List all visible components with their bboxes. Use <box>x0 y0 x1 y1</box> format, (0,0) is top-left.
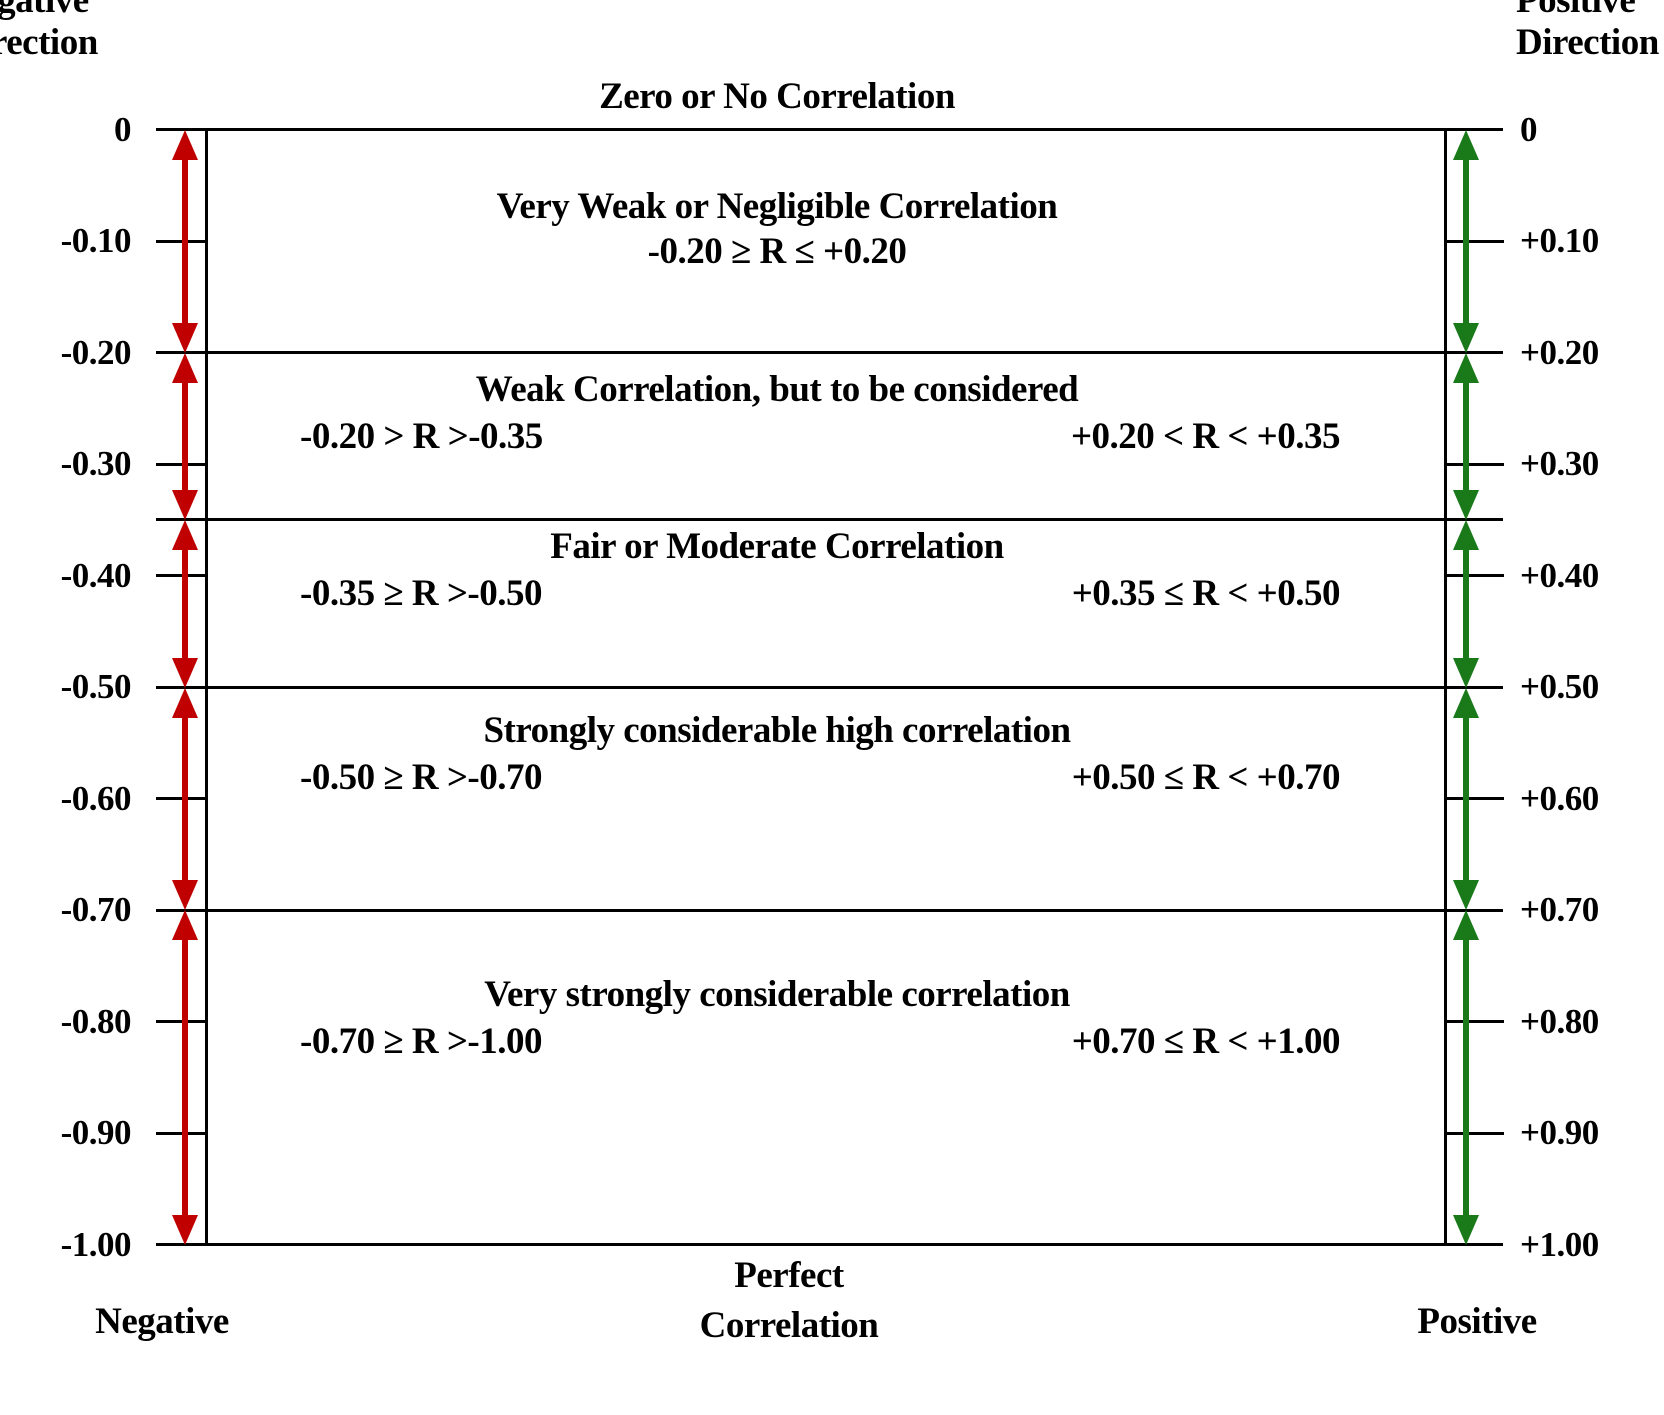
positive-arrow-segment-2 <box>1453 353 1479 520</box>
band3-range-positive: +0.35 ≤ R < +0.50 <box>1071 573 1341 614</box>
page-title: Zero or No Correlation <box>599 76 955 117</box>
arrow-shaft <box>1463 934 1469 1221</box>
arrowhead-down-icon <box>1453 658 1479 688</box>
perfect-correlation-label-line2: Correlation <box>699 1305 879 1346</box>
negative-arrow-segment-5 <box>172 910 198 1245</box>
right-tick-090 <box>1445 1132 1504 1135</box>
positive-direction-line2: Direction <box>1516 22 1659 63</box>
positive-arrow-segment-1 <box>1453 130 1479 353</box>
arrowhead-down-icon <box>1453 880 1479 910</box>
right-axis-label-060: +0.60 <box>1520 779 1599 818</box>
negative-arrow-segment-1 <box>172 130 198 353</box>
right-axis-label-020: +0.20 <box>1520 333 1599 372</box>
positive-arrow-segment-5 <box>1453 910 1479 1245</box>
band1-range: -0.20 ≥ R ≤ +0.20 <box>647 231 907 272</box>
right-axis-label-070: +0.70 <box>1520 890 1599 929</box>
boundary-line-035 <box>156 518 1503 521</box>
arrowhead-down-icon <box>172 490 198 520</box>
arrowhead-down-icon <box>1453 323 1479 353</box>
band5-range-negative: -0.70 ≥ R >-1.00 <box>300 1021 543 1062</box>
left-axis-label-050: -0.50 <box>60 667 132 706</box>
band2-range-positive: +0.20 < R < +0.35 <box>1070 416 1341 457</box>
negative-direction-line2: Direction <box>0 22 98 63</box>
left-axis-label-070: -0.70 <box>60 890 132 929</box>
negative-arrow-segment-4 <box>172 688 198 910</box>
band4-range-negative: -0.50 ≥ R >-0.70 <box>300 757 543 798</box>
arrowhead-down-icon <box>172 880 198 910</box>
positive-direction-label: Positive Direction <box>1516 0 1659 64</box>
negative-direction-label: Negative Direction <box>0 0 98 64</box>
right-axis-label-010: +0.10 <box>1520 221 1599 260</box>
right-axis-label-080: +0.80 <box>1520 1002 1599 1041</box>
arrow-shaft <box>1463 712 1469 886</box>
left-tick-010 <box>156 240 207 243</box>
band5-range-positive: +0.70 ≤ R < +1.00 <box>1071 1021 1341 1062</box>
right-axis-label-050: +0.50 <box>1520 667 1599 706</box>
arrow-shaft <box>182 154 188 329</box>
negative-direction-line1: Negative <box>0 0 89 21</box>
left-tick-090 <box>156 1132 207 1135</box>
boundary-line-0 <box>156 128 1503 131</box>
arrow-shaft <box>182 544 188 664</box>
band1-title: Very Weak or Negligible Correlation <box>496 186 1058 227</box>
footer-negative-label: Negative <box>95 1301 229 1342</box>
left-axis-label-010: -0.10 <box>60 221 132 260</box>
arrow-shaft <box>1463 154 1469 329</box>
perfect-correlation-label-line1: Perfect <box>734 1255 844 1296</box>
left-axis-label-030: -0.30 <box>60 444 132 483</box>
arrowhead-down-icon <box>1453 1215 1479 1245</box>
right-axis-label-0: 0 <box>1520 110 1538 149</box>
right-tick-060 <box>1445 797 1504 800</box>
arrowhead-down-icon <box>1453 490 1479 520</box>
arrow-shaft <box>182 712 188 886</box>
right-axis-label-100: +1.00 <box>1520 1225 1599 1264</box>
boundary-line-050 <box>156 686 1503 689</box>
right-tick-080 <box>1445 1020 1504 1023</box>
boundary-line-070 <box>156 909 1503 912</box>
boundary-line-020 <box>156 351 1503 354</box>
right-tick-010 <box>1445 240 1504 243</box>
band5-title: Very strongly considerable correlation <box>484 974 1070 1015</box>
negative-arrow-segment-2 <box>172 353 198 520</box>
positive-arrow-segment-3 <box>1453 520 1479 688</box>
band4-range-positive: +0.50 ≤ R < +0.70 <box>1071 757 1341 798</box>
left-tick-040 <box>156 574 207 577</box>
left-axis-label-090: -0.90 <box>60 1113 132 1152</box>
left-tick-080 <box>156 1020 207 1023</box>
boundary-line-100 <box>156 1243 1503 1246</box>
band2-title: Weak Correlation, but to be considered <box>475 369 1079 410</box>
left-tick-030 <box>156 463 207 466</box>
right-axis-label-040: +0.40 <box>1520 556 1599 595</box>
band3-title: Fair or Moderate Correlation <box>550 526 1004 567</box>
right-tick-040 <box>1445 574 1504 577</box>
band2-range-negative: -0.20 > R >-0.35 <box>300 416 543 457</box>
arrow-shaft <box>1463 377 1469 496</box>
arrow-shaft <box>182 377 188 496</box>
left-axis-label-020: -0.20 <box>60 333 132 372</box>
left-axis-label-060: -0.60 <box>60 779 132 818</box>
arrowhead-down-icon <box>172 1215 198 1245</box>
positive-direction-line1: Positive <box>1516 0 1636 21</box>
band4-title: Strongly considerable high correlation <box>483 710 1071 751</box>
left-tick-060 <box>156 797 207 800</box>
right-tick-030 <box>1445 463 1504 466</box>
left-axis-label-100: -1.00 <box>60 1225 132 1264</box>
right-axis-label-090: +0.90 <box>1520 1113 1599 1152</box>
left-axis-label-0: 0 <box>114 110 132 149</box>
footer-positive-label: Positive <box>1417 1301 1537 1342</box>
positive-arrow-segment-4 <box>1453 688 1479 910</box>
arrowhead-down-icon <box>172 323 198 353</box>
arrow-shaft <box>1463 544 1469 664</box>
arrowhead-down-icon <box>172 658 198 688</box>
right-axis-label-030: +0.30 <box>1520 444 1599 483</box>
arrow-shaft <box>182 934 188 1221</box>
left-axis-label-080: -0.80 <box>60 1002 132 1041</box>
negative-arrow-segment-3 <box>172 520 198 688</box>
left-axis-label-040: -0.40 <box>60 556 132 595</box>
band3-range-negative: -0.35 ≥ R >-0.50 <box>300 573 543 614</box>
